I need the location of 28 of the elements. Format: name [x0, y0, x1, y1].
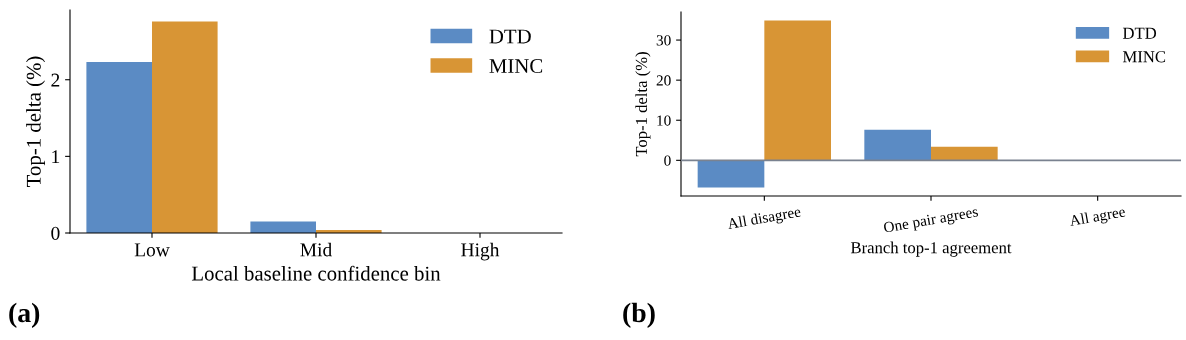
x-tick-label: All agree: [1068, 205, 1127, 230]
y-tick-label: 0: [664, 155, 671, 166]
bar: [86, 62, 152, 233]
legend-label: DTD: [489, 29, 531, 44]
bar: [152, 21, 218, 233]
legend-label: DTD: [1122, 27, 1157, 39]
text: (b): [623, 302, 655, 328]
y-tick-label: 10: [657, 115, 671, 126]
y-tick-label: 2: [51, 73, 60, 87]
x-tick-label: One pair agrees: [883, 206, 979, 236]
x-axis-title: Branch top-1 agreement: [850, 241, 1012, 257]
y-axis-title: Top-1 delta (%): [26, 56, 45, 187]
x-tick-label: High: [461, 242, 500, 261]
x-tick-label: Low: [134, 243, 170, 257]
y-tick-label: 20: [656, 75, 671, 86]
y-tick-label: 30: [656, 35, 671, 46]
legend-label: MINC: [1122, 51, 1166, 63]
y-axis-title: Top-1 delta (%): [635, 52, 651, 157]
x-axis-title: Local baseline confidence bin: [191, 265, 441, 281]
bar: [864, 129, 931, 161]
x-tick-label: Mid: [300, 242, 332, 257]
bar: [764, 20, 831, 161]
x-tick-label: All disagree: [726, 205, 802, 233]
bar: [697, 160, 765, 188]
y-tick-label: 1: [52, 150, 60, 164]
legend-label: MINC: [489, 58, 543, 73]
text: (a): [9, 302, 40, 328]
y-tick-label: 0: [51, 226, 60, 240]
